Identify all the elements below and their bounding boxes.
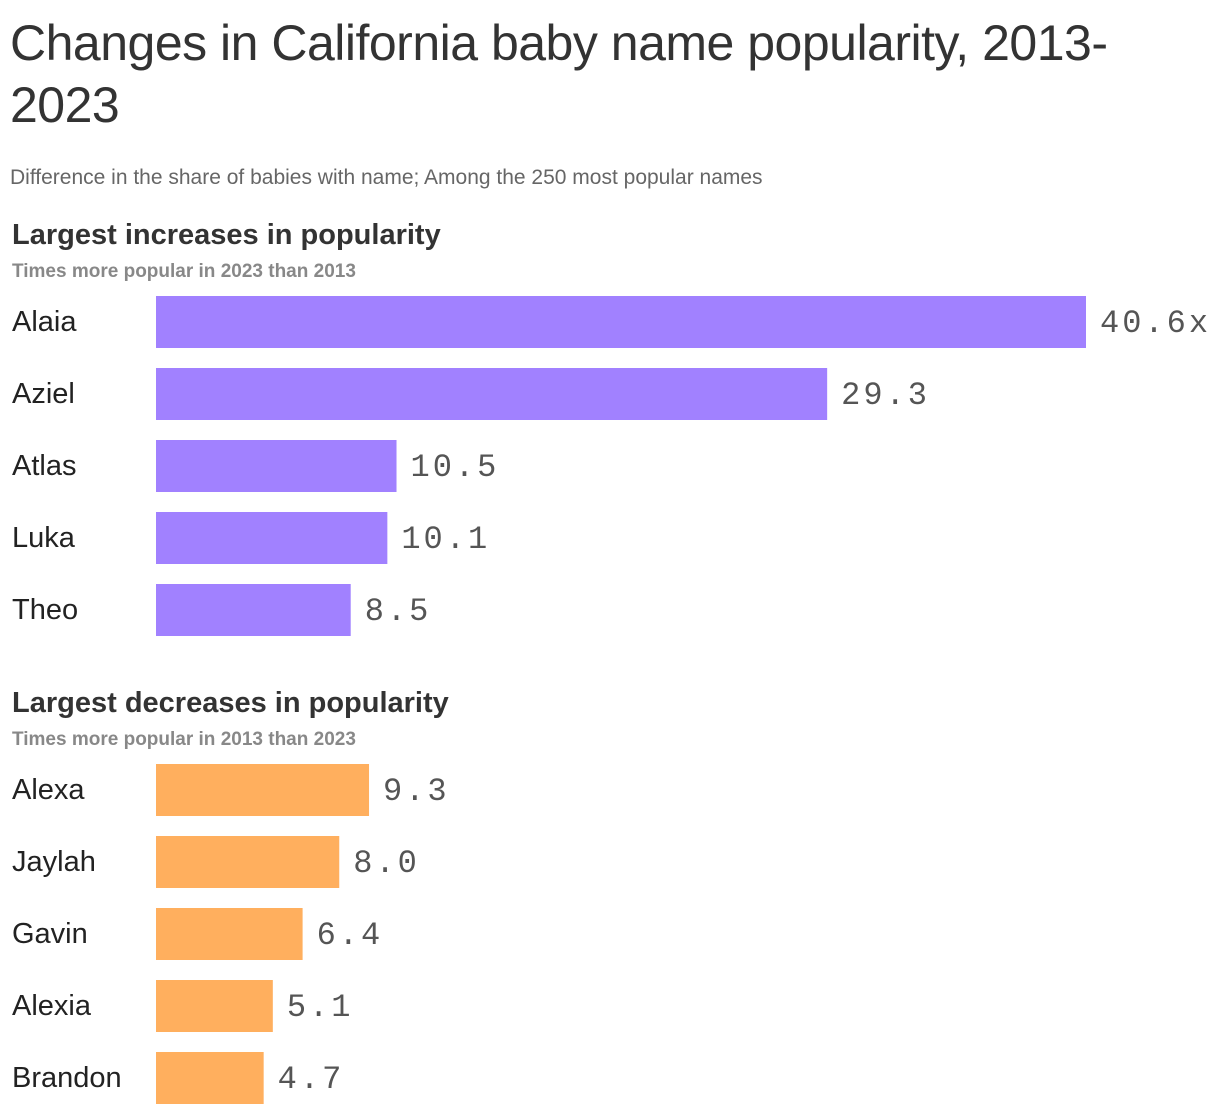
increases-value-label: 10.5 <box>411 449 500 486</box>
increases-category-label: Luka <box>12 522 76 554</box>
increases-category-label: Alaia <box>12 306 77 338</box>
decreases-value-label: 6.4 <box>317 917 384 954</box>
chart-title: Changes in California baby name populari… <box>10 15 1108 133</box>
chart-subtitle: Difference in the share of babies with n… <box>10 166 763 189</box>
decreases-bar <box>156 1052 264 1104</box>
increases-bar <box>156 440 397 492</box>
increases-value-label: 10.1 <box>401 521 490 558</box>
decreases-category-label: Brandon <box>12 1062 122 1094</box>
increases-value-label: 29.3 <box>841 377 930 414</box>
decreases-section-subtitle: Times more popular in 2013 than 2023 <box>12 729 356 750</box>
increases-category-label: Atlas <box>12 450 76 482</box>
decreases-category-label: Jaylah <box>12 846 96 878</box>
increases-category-label: Aziel <box>12 378 75 410</box>
decreases-value-label: 4.7 <box>278 1061 345 1098</box>
decreases-value-label: 5.1 <box>287 989 354 1026</box>
decreases-bar <box>156 908 303 960</box>
increases-bar <box>156 512 388 564</box>
decreases-bar <box>156 764 370 816</box>
decreases-section-title: Largest decreases in popularity <box>12 687 449 719</box>
decreases-category-label: Alexa <box>12 774 85 806</box>
increases-section-title: Largest increases in popularity <box>12 219 441 251</box>
increases-section-subtitle: Times more popular in 2023 than 2013 <box>12 261 356 282</box>
bar-charts: Largest increases in popularity Times mor… <box>12 219 1211 1104</box>
increases-bar <box>156 584 351 636</box>
decreases-category-label: Gavin <box>12 918 88 950</box>
decreases-value-label: 9.3 <box>383 773 450 810</box>
increases-value-label: 40.6x <box>1100 305 1211 342</box>
increases-bar <box>156 368 828 420</box>
increases-value-label: 8.5 <box>365 593 432 630</box>
increases-bar <box>156 296 1086 348</box>
decreases-category-label: Alexia <box>12 990 92 1022</box>
decreases-bar <box>156 980 273 1032</box>
increases-category-label: Theo <box>12 594 78 626</box>
decreases-bar <box>156 836 340 888</box>
decreases-value-label: 8.0 <box>353 845 420 882</box>
